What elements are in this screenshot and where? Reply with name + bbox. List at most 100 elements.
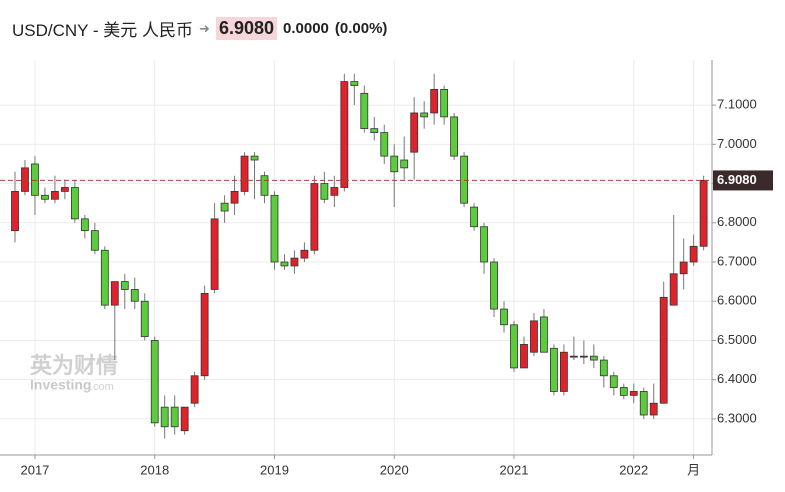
y-tick-label: 6.5000: [717, 332, 757, 347]
candle-body: [180, 406, 189, 432]
candle-body: [410, 112, 419, 153]
candle-body: [510, 324, 518, 369]
candle-body: [70, 187, 79, 220]
candle-body: [31, 163, 39, 196]
candle-body: [390, 155, 399, 173]
watermark-sub2: .com: [90, 381, 114, 393]
candle-body: [639, 391, 648, 416]
candle-body: [450, 116, 459, 157]
candle-body: [360, 92, 369, 130]
candle-body: [579, 355, 588, 358]
candle-body: [340, 81, 349, 188]
candle-body: [210, 218, 219, 290]
candle-body: [130, 289, 139, 302]
x-tick-label: 2020: [380, 462, 409, 477]
candle-body: [550, 347, 558, 392]
candle-body: [460, 155, 469, 204]
candle-body: [560, 351, 568, 392]
candle-body: [200, 292, 209, 377]
candle-body: [400, 159, 409, 169]
candle-body: [240, 155, 249, 192]
last-price: 6.9080: [215, 17, 278, 40]
candle-body: [430, 89, 439, 114]
candle-body: [530, 320, 538, 353]
candle-body: [699, 180, 708, 247]
candle-body: [619, 387, 628, 396]
candle-body: [290, 257, 299, 267]
candle-body: [260, 175, 269, 196]
candle-body: [420, 112, 429, 118]
y-tick-label: 6.8000: [717, 214, 757, 229]
chart-title: USD/CNY - 美元 人民币: [12, 21, 194, 40]
candle-body: [470, 206, 478, 228]
x-tick-label: 月: [687, 462, 700, 477]
candle-body: [490, 261, 498, 310]
candle-body: [320, 183, 329, 200]
price-label: 6.9080: [717, 172, 757, 187]
candle-body: [330, 187, 339, 196]
change-percent: (0.00%): [334, 20, 388, 37]
header: USD/CNY - 美元 人民币 ➜ 6.9080 0.0000 (0.00%): [12, 16, 387, 41]
candle-body: [100, 249, 109, 306]
price-label-box: [713, 170, 773, 191]
x-tick-label: 2022: [619, 462, 648, 477]
candle-body: [599, 359, 608, 377]
candle-body: [230, 191, 239, 204]
y-tick-label: 6.7000: [717, 253, 757, 268]
candle-body: [689, 245, 698, 263]
x-tick-label: 2019: [260, 462, 289, 477]
watermark: 英为财情 Investing .com: [30, 353, 118, 393]
candle-body: [270, 194, 279, 263]
candle-body: [51, 191, 59, 200]
grid: [0, 60, 712, 455]
candle-body: [540, 316, 548, 353]
x-tick-label: 2018: [140, 462, 169, 477]
x-tick-label: 2021: [500, 462, 529, 477]
candle-body: [150, 340, 159, 424]
y-tick-label: 6.3000: [717, 410, 757, 425]
candle-body: [90, 230, 99, 251]
candle-body: [250, 155, 259, 161]
candle-body: [569, 355, 578, 358]
x-tick-label: 2017: [20, 462, 49, 477]
y-tick-label: 7.1000: [717, 97, 757, 112]
candle-body: [120, 281, 129, 290]
watermark-main: 英为财情: [30, 353, 118, 378]
candle-body: [280, 261, 289, 267]
candle-body: [480, 226, 488, 263]
y-tick-label: 7.0000: [717, 136, 757, 151]
watermark-sub: Investing: [30, 377, 91, 393]
candle-body: [190, 375, 199, 404]
arrow-icon: ➜: [199, 20, 210, 36]
candle-body: [609, 375, 618, 388]
candle-body: [380, 132, 389, 157]
candle-body: [669, 273, 678, 306]
candle-body: [21, 167, 29, 192]
candle-body: [170, 406, 179, 428]
candle-body: [110, 281, 119, 306]
candle-body: [520, 343, 528, 369]
candle-body: [500, 308, 508, 326]
candle-body: [41, 194, 49, 200]
candle-body: [629, 391, 638, 396]
candle-body: [160, 406, 169, 428]
candle-body: [440, 89, 449, 118]
candle-body: [220, 202, 229, 212]
candle-body: [679, 261, 688, 275]
change: 0.0000: [283, 20, 329, 37]
candle-body: [300, 249, 309, 259]
candle-body: [649, 402, 658, 416]
y-tick-label: 6.6000: [717, 293, 757, 308]
candle-body: [80, 218, 89, 232]
candle-body: [589, 355, 598, 361]
candle-body: [350, 81, 359, 86]
candle-body: [140, 300, 149, 337]
candle-body: [61, 187, 69, 192]
candle-body: [310, 183, 319, 251]
y-tick-label: 6.4000: [717, 371, 757, 386]
candle-body: [370, 128, 379, 133]
candle-body: [11, 191, 19, 232]
candle-body: [659, 296, 668, 404]
